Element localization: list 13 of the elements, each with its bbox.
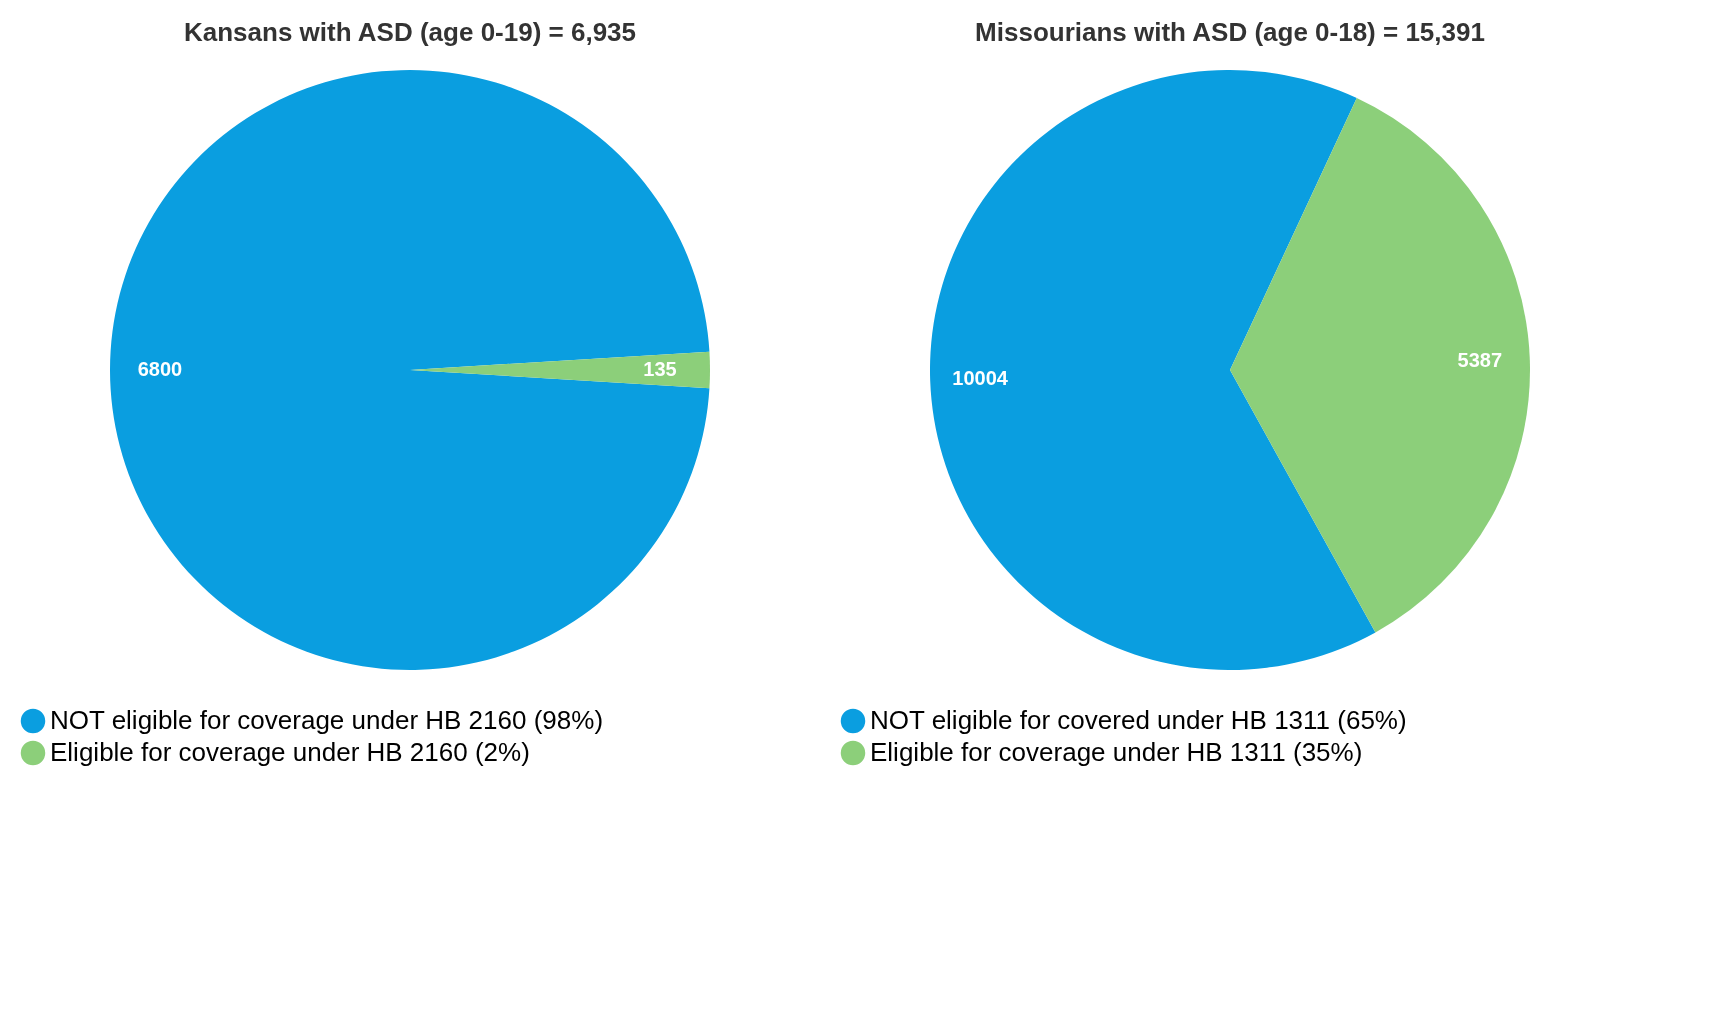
chart-title: Missourians with ASD (age 0-18) = 15,391 bbox=[975, 17, 1485, 47]
pie-slice bbox=[930, 70, 1376, 670]
pie-slice bbox=[1230, 98, 1530, 633]
data-label: 5387 bbox=[1457, 349, 1503, 372]
data-label: 135 bbox=[643, 357, 677, 380]
chart-title: Kansans with ASD (age 0-19) = 6,935 bbox=[183, 17, 637, 47]
legend-label: NOT eligible for covered under HB 1311 (65%) bbox=[870, 705, 1407, 735]
data-label: 10004 bbox=[952, 366, 1009, 389]
legend-label: Eligible for coverage under HB 2160 (2%) bbox=[50, 737, 530, 767]
legend-label: Eligible for coverage under HB 1311 (35%) bbox=[870, 737, 1363, 767]
legend-label: NOT eligible for coverage under HB 2160 (98%) bbox=[50, 705, 604, 735]
data-label: 6800 bbox=[137, 358, 183, 381]
pie-slice bbox=[110, 70, 710, 670]
